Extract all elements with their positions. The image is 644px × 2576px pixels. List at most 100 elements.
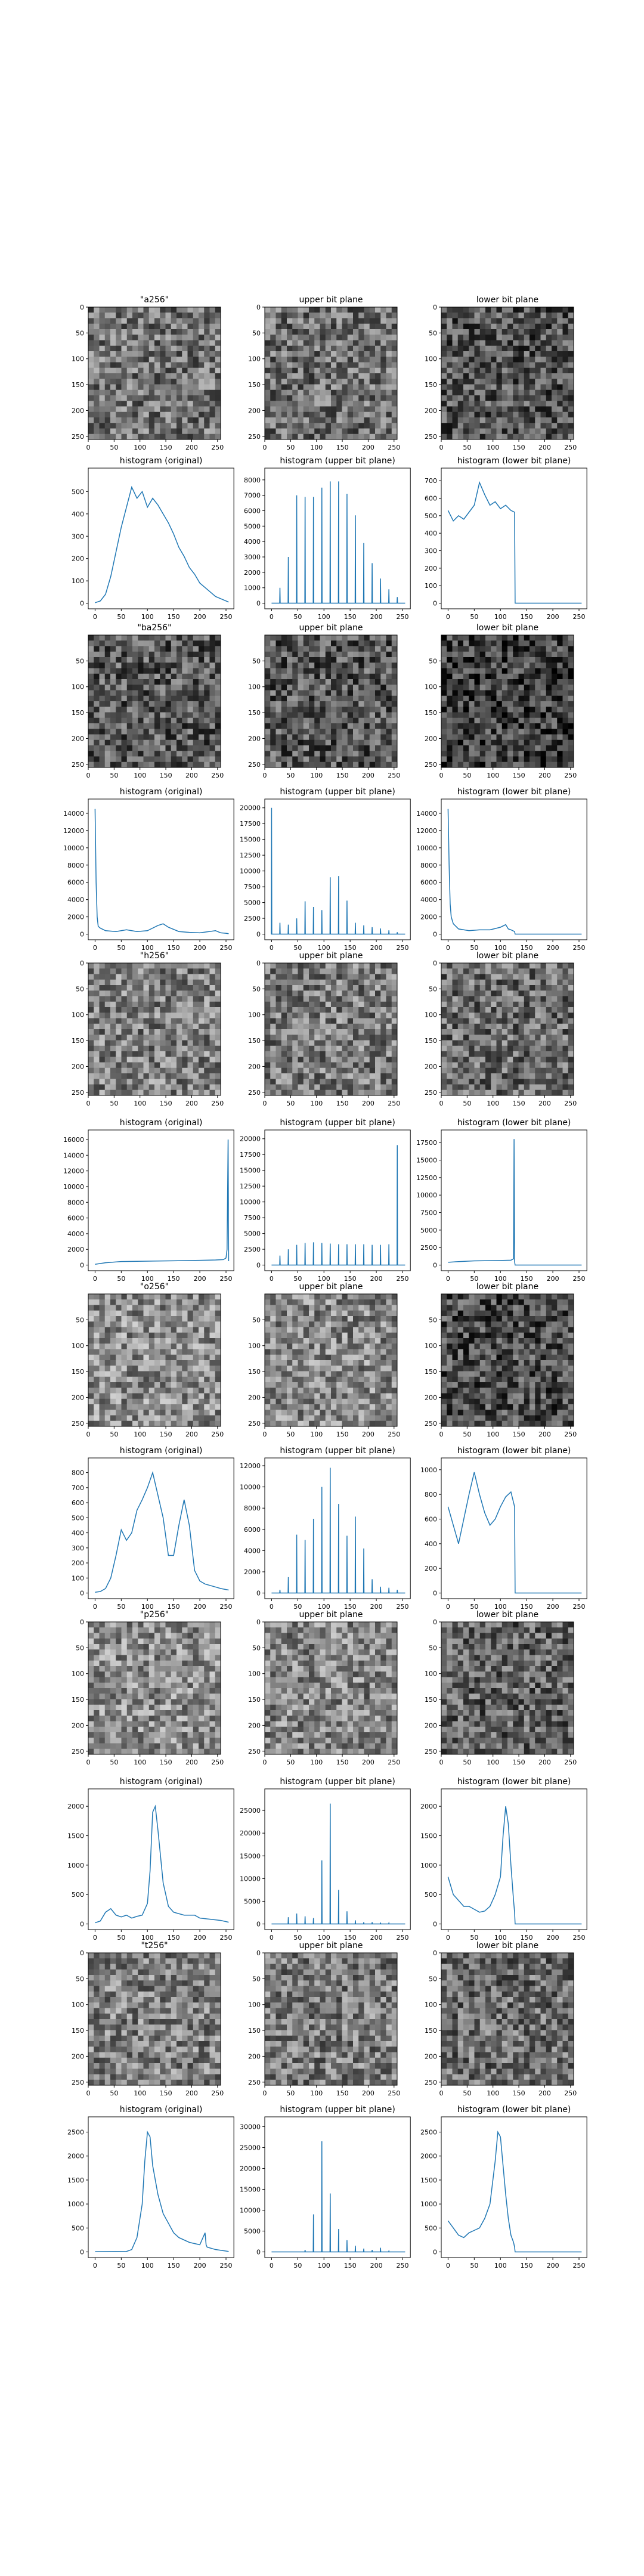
y-tick-label: 50: [76, 1644, 84, 1652]
y-tick-label: 200: [72, 407, 84, 414]
x-tick-label: 250: [564, 1758, 577, 1766]
y-tick-label: 50: [252, 1644, 261, 1652]
x-tick-label: 0: [446, 613, 450, 621]
y-tick-label: 0: [80, 1590, 84, 1597]
y-tick-label: 0: [433, 959, 437, 967]
y-tick-label: 50: [429, 657, 437, 665]
y-tick-label: 8000: [67, 1199, 84, 1206]
axes-frame: [264, 798, 411, 940]
y-tick-label: 800: [425, 1491, 437, 1498]
histogram-panel-o256-1: histogram (upper bit plane)0200040006000…: [240, 1446, 411, 1611]
x-tick-label: 200: [194, 2262, 206, 2270]
x-tick-label: 200: [538, 444, 551, 451]
y-tick-label: 14000: [63, 810, 84, 818]
y-tick-label: 0: [256, 931, 261, 939]
y-tick-label: 2500: [244, 915, 261, 922]
y-tick-label: 1500: [67, 2176, 84, 2184]
panel-title: lower bit plane: [476, 1941, 538, 1950]
histogram-panel-ba256-0: histogram (original)02000400060008000100…: [63, 787, 234, 952]
y-tick-label: 50: [252, 1316, 261, 1324]
x-tick-label: 0: [446, 1275, 450, 1283]
y-tick-label: 15000: [416, 1157, 437, 1165]
x-tick-label: 50: [293, 1934, 302, 1942]
x-tick-label: 200: [370, 1934, 383, 1942]
axes-frame: [88, 634, 221, 768]
y-tick-label: 10000: [240, 1199, 261, 1206]
x-tick-label: 250: [573, 1603, 586, 1611]
axes-frame: [264, 467, 411, 609]
y-tick-label: 100: [248, 683, 261, 691]
panel-title: histogram (lower bit plane): [457, 1777, 571, 1787]
y-tick-label: 1000: [420, 2200, 437, 2208]
y-tick-label: 800: [72, 1469, 84, 1477]
x-tick-label: 250: [573, 1275, 586, 1283]
x-tick-label: 150: [168, 944, 180, 952]
y-tick-label: 0: [433, 600, 437, 608]
panel-title: lower bit plane: [476, 1610, 538, 1620]
axes-frame: [264, 2116, 411, 2258]
y-tick-label: 1000: [420, 1862, 437, 1869]
x-tick-label: 50: [293, 613, 302, 621]
x-tick-label: 200: [547, 1275, 559, 1283]
y-tick-label: 300: [425, 547, 437, 555]
panel-title: histogram (lower bit plane): [457, 1446, 571, 1456]
y-tick-label: 6000: [67, 879, 84, 887]
x-tick-label: 200: [547, 1603, 559, 1611]
y-tick-label: 3000: [244, 553, 261, 561]
x-tick-label: 0: [439, 1758, 444, 1766]
x-tick-label: 150: [168, 2262, 180, 2270]
x-tick-label: 100: [494, 1934, 507, 1942]
y-tick-label: 150: [425, 381, 437, 389]
axes-frame: [264, 1293, 398, 1427]
image-content: [441, 1622, 574, 1755]
y-tick-label: 0: [256, 959, 261, 967]
y-tick-label: 150: [425, 1037, 437, 1045]
x-tick-label: 250: [388, 1431, 400, 1438]
y-tick-label: 2000: [244, 1568, 261, 1576]
y-tick-label: 600: [425, 495, 437, 503]
x-tick-label: 50: [470, 1275, 478, 1283]
x-tick-label: 200: [194, 613, 206, 621]
x-tick-label: 0: [93, 2262, 97, 2270]
y-tick-label: 150: [425, 1696, 437, 1704]
y-tick-label: 200: [425, 735, 437, 742]
y-tick-label: 250: [72, 1420, 84, 1428]
image-content: [88, 635, 221, 768]
x-tick-label: 250: [220, 613, 233, 621]
x-tick-label: 100: [134, 1100, 146, 1107]
x-tick-label: 200: [370, 1275, 383, 1283]
x-tick-label: 0: [439, 2089, 444, 2097]
y-tick-label: 17500: [240, 1151, 261, 1159]
x-tick-label: 100: [318, 613, 330, 621]
x-tick-label: 200: [538, 2089, 551, 2097]
panel-title: histogram (original): [120, 2105, 203, 2114]
y-tick-label: 2500: [67, 2129, 84, 2137]
axes-frame: [441, 306, 574, 440]
y-tick-label: 0: [433, 1590, 437, 1597]
y-tick-label: 50: [429, 985, 437, 993]
x-tick-label: 100: [487, 1758, 499, 1766]
y-tick-label: 50: [429, 1316, 437, 1324]
x-tick-label: 0: [86, 2089, 91, 2097]
x-tick-label: 100: [141, 2262, 154, 2270]
x-tick-label: 200: [362, 1100, 374, 1107]
x-tick-label: 100: [494, 613, 507, 621]
x-tick-label: 50: [463, 2089, 471, 2097]
x-tick-label: 150: [521, 1603, 533, 1611]
y-tick-label: 250: [248, 2079, 261, 2086]
y-tick-label: 200: [72, 555, 84, 563]
y-tick-label: 400: [72, 510, 84, 518]
x-tick-label: 250: [573, 1934, 586, 1942]
x-tick-label: 0: [439, 772, 444, 779]
panel-title: upper bit plane: [299, 1282, 363, 1292]
x-tick-label: 50: [470, 1603, 478, 1611]
y-tick-label: 250: [248, 1089, 261, 1097]
x-tick-label: 0: [270, 944, 274, 952]
y-tick-label: 250: [72, 2079, 84, 2086]
x-tick-label: 150: [521, 1275, 533, 1283]
